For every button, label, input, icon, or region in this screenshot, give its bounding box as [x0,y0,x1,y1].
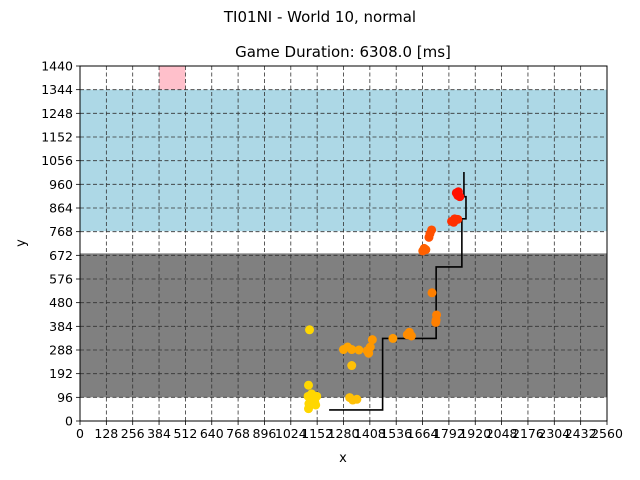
x-tick-label: 1024 [275,426,307,441]
figure-suptitle: TI01NI - World 10, normal [223,8,416,26]
data-point [352,394,362,404]
x-tick-label: 256 [121,426,145,441]
x-tick-label: 1536 [380,426,412,441]
y-tick-label: 384 [49,319,73,334]
data-point [305,325,315,335]
x-axis-label: x [339,451,347,466]
y-tick-label: 768 [49,224,73,239]
y-tick-label: 480 [49,295,73,310]
x-tick-label: 1664 [407,426,439,441]
data-point [427,288,437,298]
y-tick-label: 1248 [41,106,73,121]
x-tick-label: 128 [94,426,118,441]
y-tick-label: 576 [49,272,73,287]
data-point [406,331,416,341]
x-tick-label: 768 [226,426,250,441]
y-tick-label: 864 [49,201,73,216]
x-tick-label: 896 [253,426,277,441]
data-point [311,400,321,410]
x-tick-label: 2432 [565,426,597,441]
y-tick-label: 1344 [41,82,73,97]
x-tick-label: 2560 [591,426,623,441]
x-axis-ticks: 0 128 256 384 512 640 768 896102411521280140815… [76,421,623,441]
y-tick-label: 1440 [41,59,73,74]
data-point [449,217,459,227]
data-point [354,345,364,355]
data-point [388,333,398,343]
plot-area [79,65,608,422]
x-tick-label: 1408 [354,426,386,441]
x-tick-label: 512 [173,426,197,441]
pink-target [159,66,186,90]
x-tick-label: 2176 [512,426,544,441]
y-axis-label: y [14,239,29,247]
y-tick-label: 192 [49,366,73,381]
y-axis-ticks: 0 96 192 288 384 480 576 672 768 864 960 1056 1152 12… [41,59,80,429]
x-tick-label: 2304 [538,426,570,441]
data-point [367,335,377,345]
chart-title: Game Duration: 6308.0 [ms] [235,43,451,61]
y-tick-label: 1152 [41,130,73,145]
data-point [304,380,314,390]
data-point [347,345,357,355]
data-point [424,232,434,242]
grid [79,65,608,422]
x-tick-label: 640 [200,426,224,441]
x-tick-label: 1792 [433,426,465,441]
x-tick-label: 2048 [486,426,518,441]
data-point [307,389,317,399]
y-tick-label: 1056 [41,153,73,168]
trajectory-path [329,172,467,411]
y-tick-label: 96 [57,390,73,405]
data-point [364,348,374,358]
data-point [431,317,441,327]
x-tick-label: 0 [76,426,84,441]
y-tick-label: 672 [49,248,73,263]
data-point [453,187,463,197]
trajectory [329,172,467,411]
x-tick-label: 1920 [459,426,491,441]
data-point [427,225,437,235]
data-point [421,245,431,255]
x-tick-label: 1152 [301,426,333,441]
x-tick-label: 384 [147,426,171,441]
data-point [347,361,357,371]
y-tick-label: 0 [65,414,73,429]
scatter-points [303,187,465,414]
x-tick-label: 1280 [328,426,360,441]
data-point [432,310,442,320]
y-tick-label: 960 [49,177,73,192]
y-tick-label: 288 [49,343,73,358]
